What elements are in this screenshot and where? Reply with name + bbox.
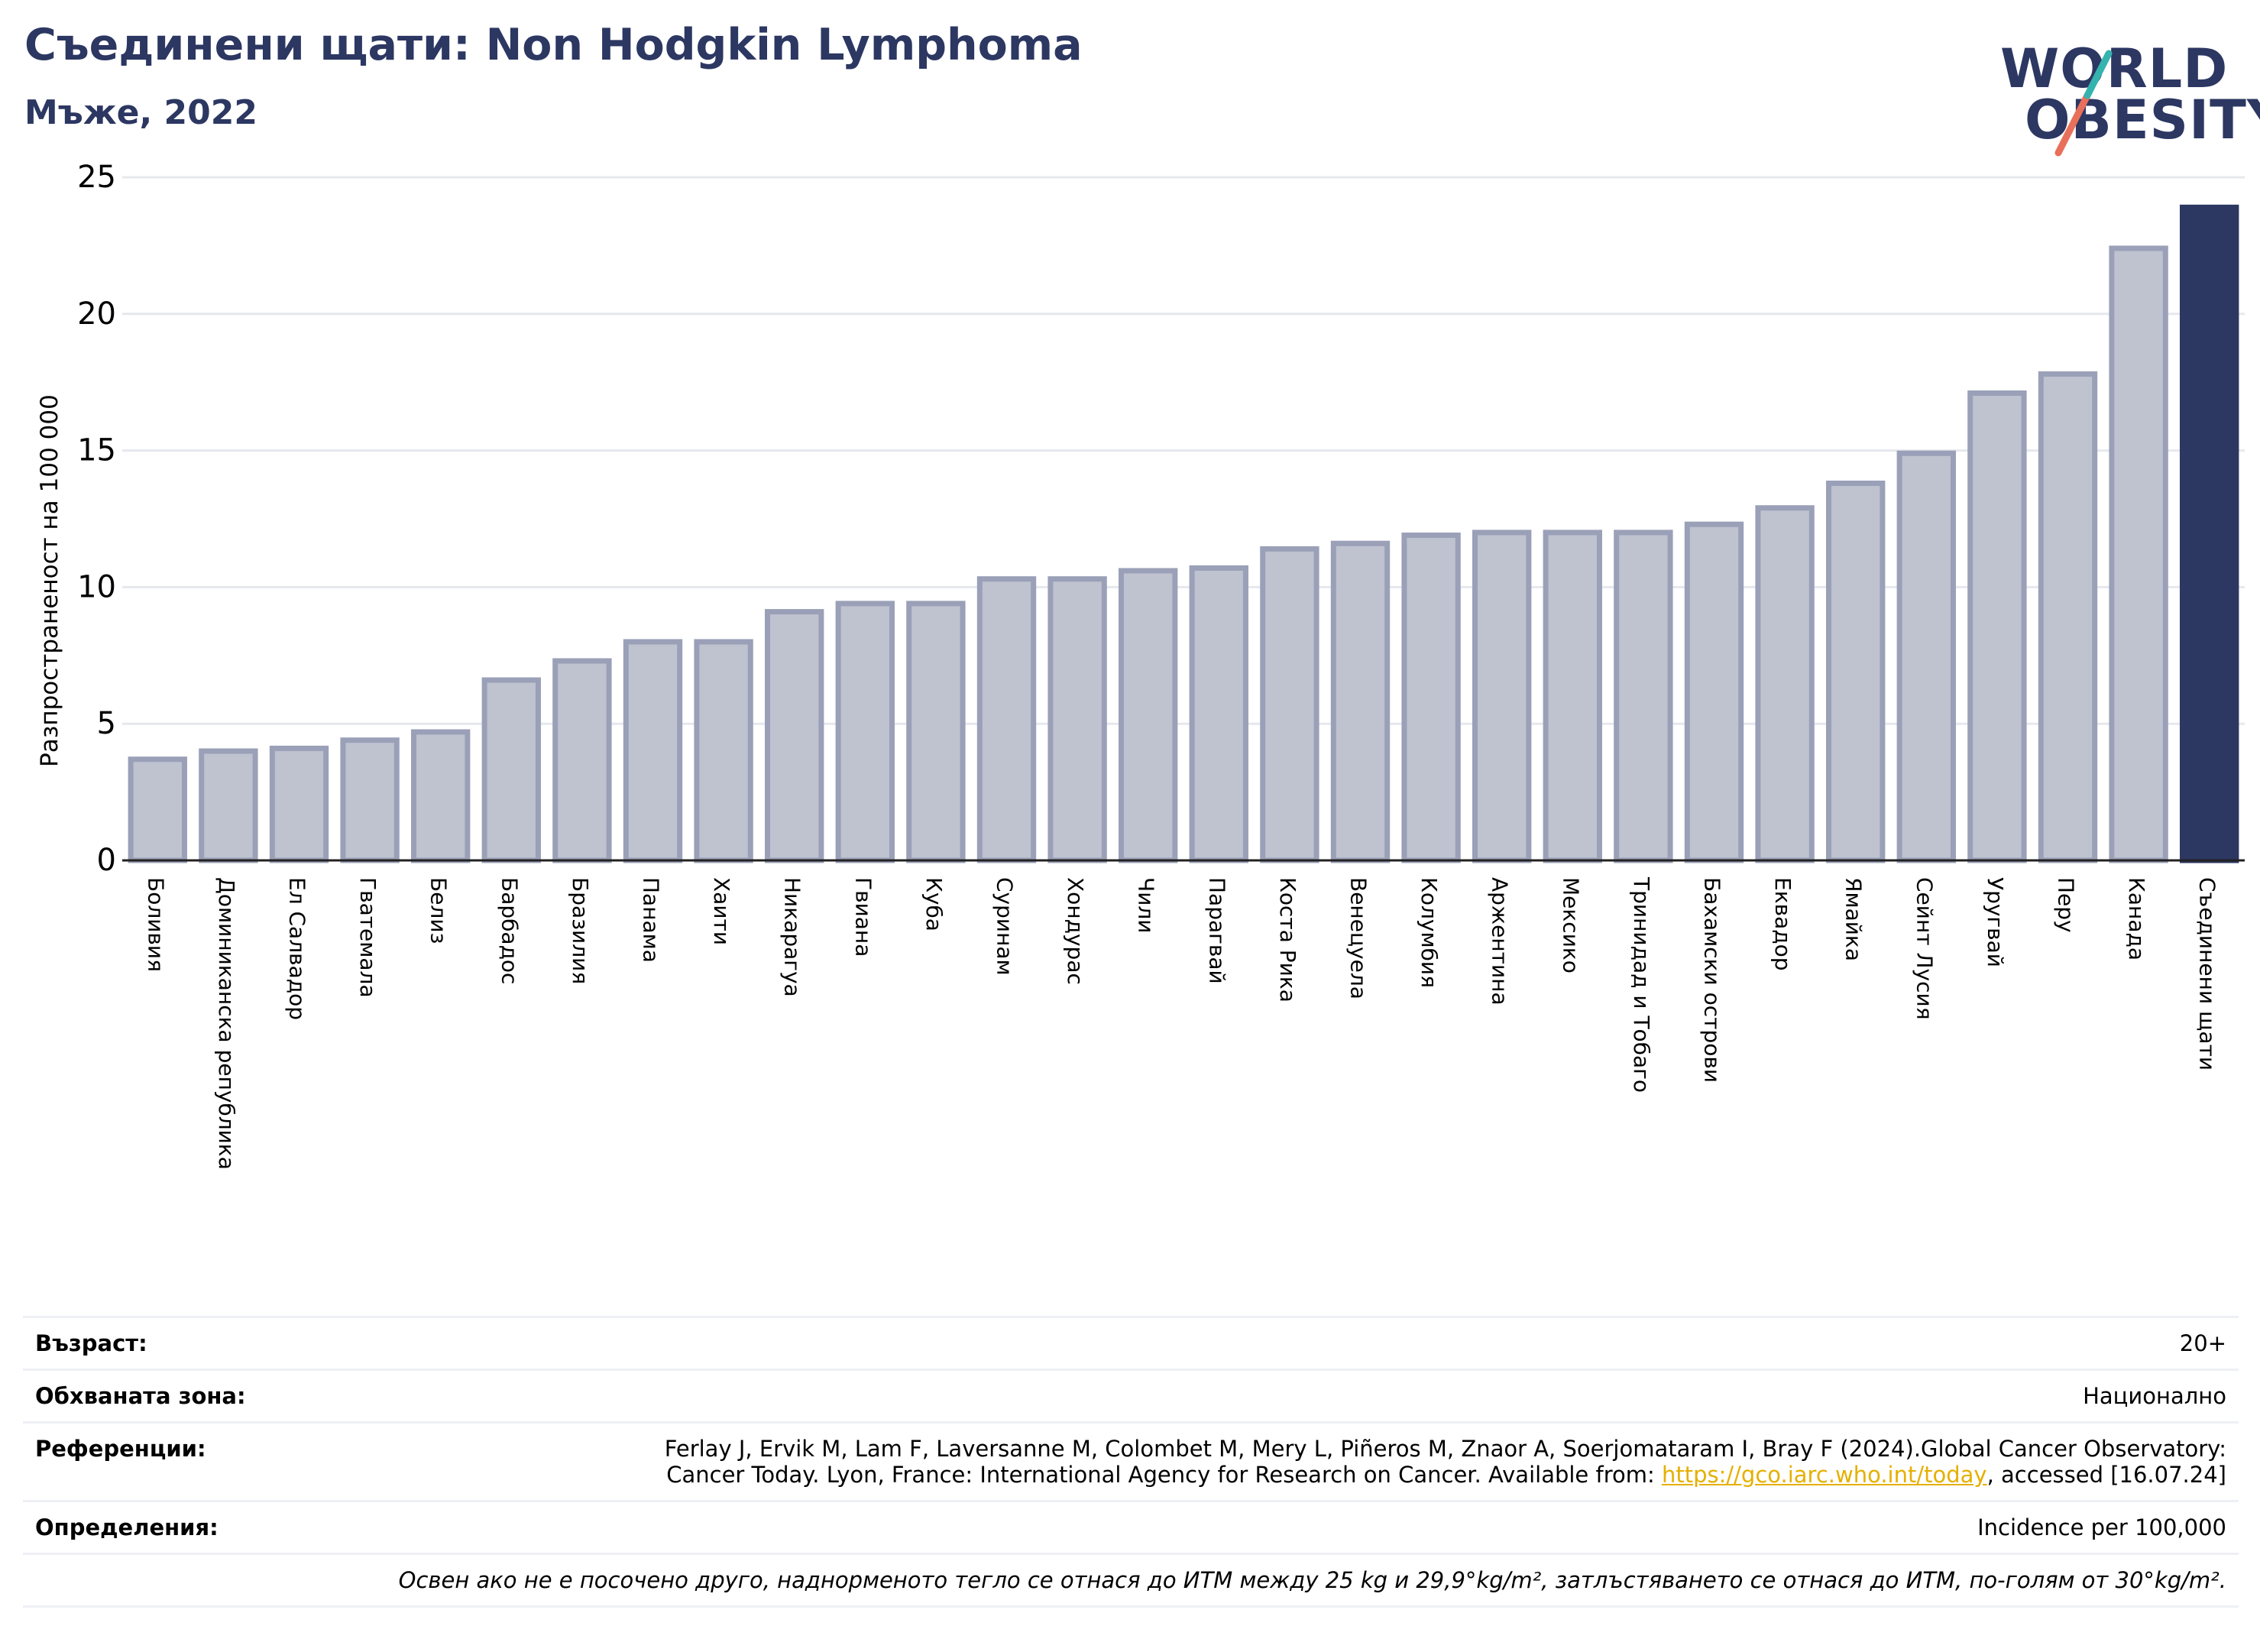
bar <box>1189 565 1248 863</box>
bar <box>1896 450 1956 863</box>
y-tick-label: 10 <box>77 569 116 604</box>
info-row-refs: Референции: Ferlay J, Ervik M, Lam F, La… <box>23 1421 2239 1500</box>
x-tick-label: Гватемала <box>355 877 380 998</box>
gridlines <box>122 176 2245 725</box>
bar-chart: 0 5 10 15 20 25 Разпространеност на 100 000 Б… <box>36 160 2245 1170</box>
bar <box>1543 530 1602 863</box>
page-title: Съединени щати: Non Hodgkin Lymphoma <box>24 20 1083 70</box>
bar-highlight <box>2180 204 2239 863</box>
x-tick-label: Парагвай <box>1204 877 1229 984</box>
refs-label: Референции: <box>35 1436 206 1462</box>
x-axis: Боливия Доминиканска република Ел Салвадор… <box>143 876 2220 1170</box>
world-obesity-logo: WORLD OBESITY <box>1994 23 2260 160</box>
y-axis: 0 5 10 15 20 25 <box>77 160 116 878</box>
bar <box>1826 481 1886 863</box>
x-tick-label: Доминиканска република <box>214 877 239 1170</box>
y-tick-label: 15 <box>77 433 116 468</box>
age-label: Възраст: <box>35 1330 147 1356</box>
bar <box>623 639 683 863</box>
bar <box>2038 371 2098 863</box>
x-tick-label: Хондурас <box>1063 877 1088 985</box>
logo-line-1: WORLD <box>2000 37 2229 100</box>
x-tick-label: Ел Салвадор <box>285 877 310 1020</box>
x-tick-label: Бахамски острови <box>1700 877 1725 1083</box>
bar <box>128 756 187 863</box>
x-tick-label: Мексико <box>1558 877 1583 973</box>
bar <box>1330 540 1391 863</box>
y-tick-label: 5 <box>97 706 116 741</box>
bars <box>128 204 2239 863</box>
age-value: 20+ <box>2179 1330 2226 1356</box>
x-tick-label: Тринидад и Тобаго <box>1629 876 1654 1093</box>
x-tick-label: Белиз <box>426 877 452 944</box>
bar <box>411 729 471 863</box>
x-tick-label: Колумбия <box>1417 877 1442 988</box>
x-tick-label: Суринам <box>992 877 1018 976</box>
refs-line-2-text: Cancer Today. Lyon, France: Internationa… <box>666 1462 1662 1488</box>
bar <box>1047 576 1107 863</box>
defs-label: Определения: <box>35 1514 219 1540</box>
x-tick-label: Никарагуа <box>780 877 805 997</box>
bar <box>765 609 824 863</box>
info-row-area: Обхваната зона: Национално <box>23 1369 2239 1421</box>
refs-line-2-suffix: , accessed [16.07.24] <box>1986 1462 2226 1488</box>
x-tick-label: Перу <box>2054 877 2079 933</box>
x-tick-label: Сейнт Лусия <box>1912 877 1937 1020</box>
x-tick-label: Панама <box>639 877 664 963</box>
info-row-defs: Определения: Incidence per 100,000 <box>23 1500 2239 1553</box>
x-tick-label: Канада <box>2124 877 2149 960</box>
logo-slash-icon <box>2054 50 2113 157</box>
x-tick-label: Гвиана <box>850 877 876 957</box>
bar <box>1472 530 1532 863</box>
bar <box>1967 390 2027 863</box>
x-tick-label: Уругвай <box>1983 877 2008 967</box>
x-tick-label: Еквадор <box>1770 877 1795 971</box>
bar <box>1260 546 1319 863</box>
bar <box>906 601 966 863</box>
y-axis-label: Разпространеност на 100 000 <box>36 394 63 767</box>
bar <box>552 658 612 863</box>
x-tick-label: Коста Рика <box>1275 877 1300 1003</box>
x-tick-label: Боливия <box>143 877 168 972</box>
x-tick-label: Съединени щати <box>2195 877 2220 1071</box>
bar <box>2109 245 2168 863</box>
page-subtitle: Мъже, 2022 <box>24 93 257 132</box>
x-tick-label: Куба <box>921 877 947 931</box>
bar <box>1401 532 1461 863</box>
y-tick-label: 0 <box>97 843 116 878</box>
refs-line-1: Ferlay J, Ervik M, Lam F, Laversanne M, … <box>664 1436 2226 1462</box>
x-tick-label: Хаити <box>709 877 734 945</box>
note-text: Освен ако не е посочено друго, наднормен… <box>398 1567 2226 1593</box>
bar <box>269 745 329 863</box>
bar <box>1755 505 1815 863</box>
y-tick-label: 20 <box>77 296 116 332</box>
bar <box>694 639 753 863</box>
x-tick-label: Бразилия <box>568 877 593 984</box>
refs-link[interactable]: https://gco.iarc.who.int/today <box>1661 1462 1987 1488</box>
bar <box>1614 530 1673 863</box>
x-tick-label: Аржентина <box>1488 877 1513 1006</box>
refs-value: Ferlay J, Ervik M, Lam F, Laversanne M, … <box>665 1436 2226 1488</box>
bar <box>976 576 1037 863</box>
bar <box>199 748 258 863</box>
info-row-age: Възраст: 20+ <box>23 1316 2239 1369</box>
bar <box>1684 521 1744 863</box>
bar <box>1119 568 1178 863</box>
x-tick-label: Ямайка <box>1841 877 1867 961</box>
bar <box>340 737 400 863</box>
area-label: Обхваната зона: <box>35 1383 246 1409</box>
area-value: Национално <box>2083 1383 2226 1409</box>
info-row-note: Освен ако не е посочено друго, наднормен… <box>23 1553 2239 1608</box>
y-tick-label: 25 <box>77 160 116 195</box>
bar <box>835 601 895 863</box>
defs-value: Incidence per 100,000 <box>1977 1514 2226 1540</box>
bar <box>481 677 541 863</box>
refs-line-2: Cancer Today. Lyon, France: Internationa… <box>665 1462 2226 1488</box>
info-table: Възраст: 20+ Обхваната зона: Национално … <box>23 1316 2239 1608</box>
x-tick-label: Барбадос <box>497 877 522 984</box>
x-tick-label: Чили <box>1134 877 1159 934</box>
x-tick-label: Венецуела <box>1346 877 1371 999</box>
